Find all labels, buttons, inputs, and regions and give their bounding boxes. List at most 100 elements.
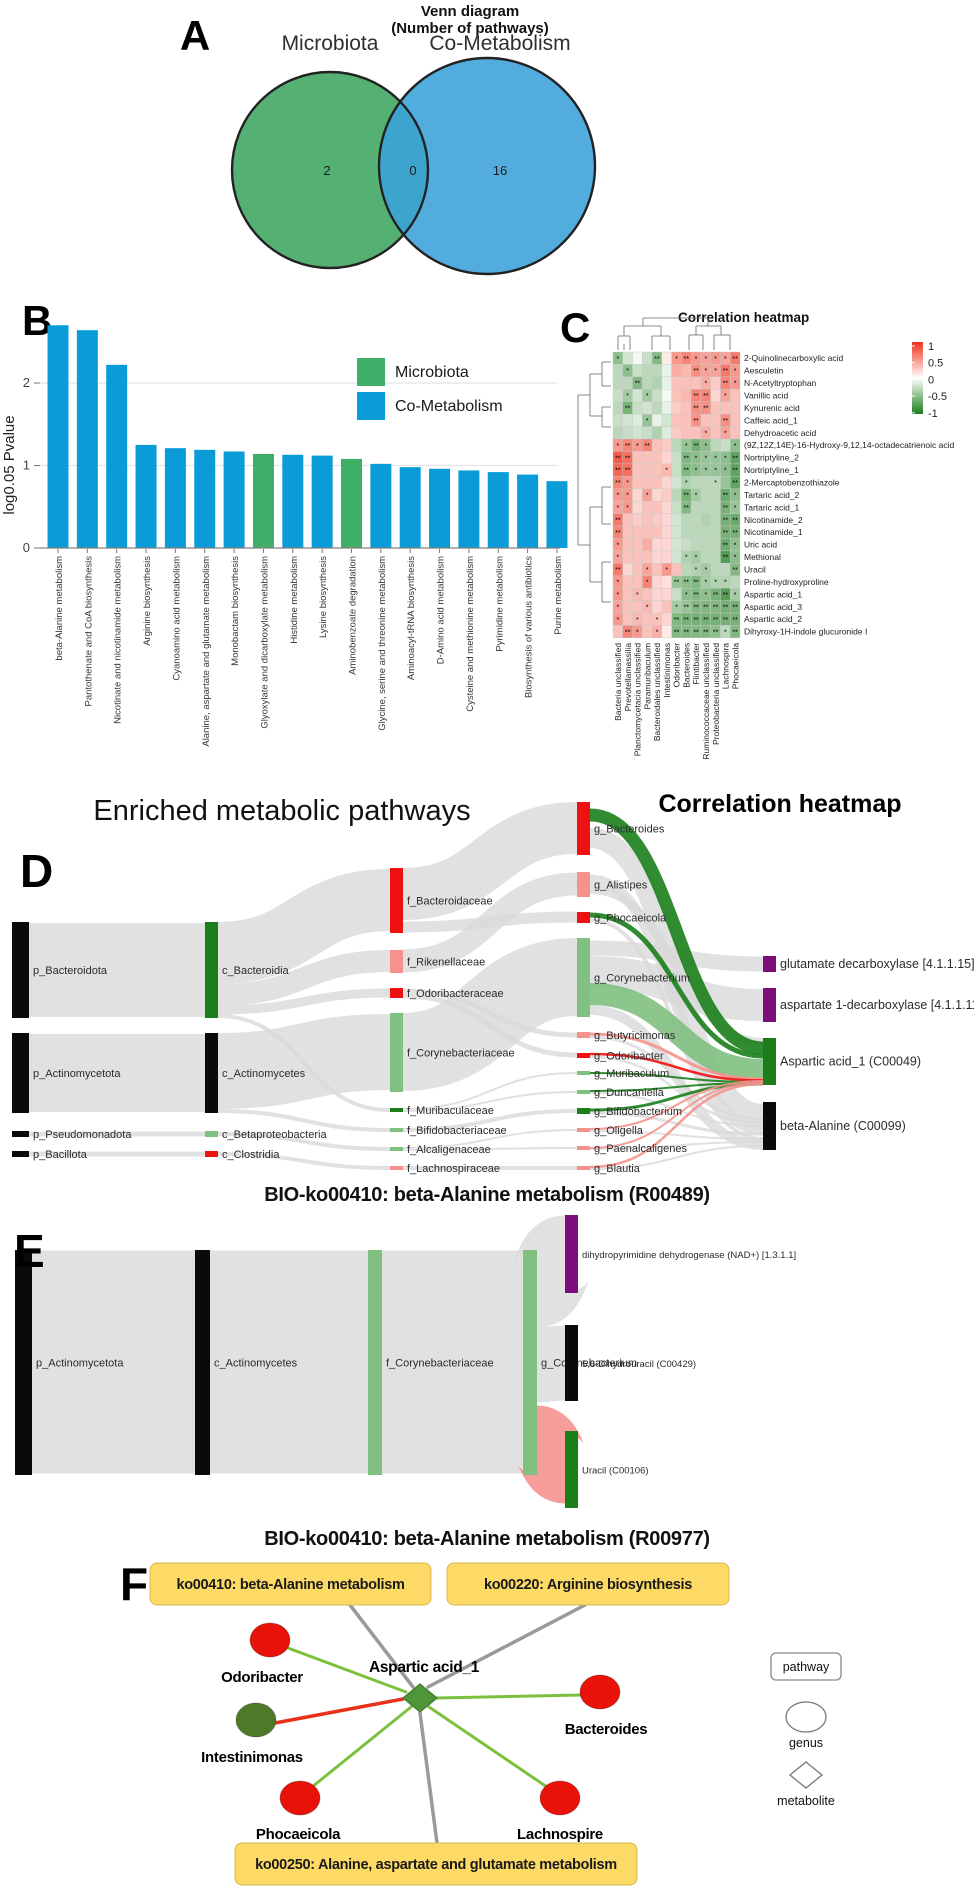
significance-stars: * bbox=[734, 368, 737, 375]
sankey-node-label: f_Odoribacteraceae bbox=[407, 988, 504, 1000]
significance-stars: * bbox=[734, 555, 737, 562]
significance-stars: * bbox=[646, 493, 649, 500]
heatmap-cell bbox=[671, 364, 682, 378]
significance-stars: ** bbox=[693, 418, 699, 425]
significance-stars: * bbox=[636, 617, 639, 624]
sankey-link bbox=[516, 1405, 586, 1504]
sankey-node-label: p_Actinomycetota bbox=[33, 1068, 121, 1080]
heatmap-cell bbox=[710, 550, 721, 564]
bar bbox=[546, 481, 568, 548]
pathway-box-label: ko00410: beta-Alanine metabolism bbox=[176, 1577, 404, 1593]
panel-b-letter: B bbox=[22, 300, 52, 344]
sankey-node bbox=[195, 1250, 210, 1475]
significance-stars: * bbox=[617, 542, 620, 549]
heatmap-cell bbox=[681, 401, 692, 415]
bar-category-label: Glyoxylate and dicarboxylate metabolism bbox=[259, 556, 270, 729]
significance-stars: ** bbox=[684, 468, 690, 475]
bar-category-label: Histidine metabolism bbox=[289, 556, 300, 644]
heatmap-cell bbox=[622, 426, 633, 440]
bar-category-label: Cysteine and methionine metabolism bbox=[465, 556, 476, 712]
significance-stars: ** bbox=[644, 443, 650, 450]
sankey-node bbox=[390, 1128, 403, 1132]
significance-stars: ** bbox=[693, 592, 699, 599]
heatmap-cell bbox=[642, 426, 653, 440]
sankey-node bbox=[205, 1151, 218, 1157]
bar-category-label: Lysine biosynthesis bbox=[318, 556, 329, 638]
sankey-link bbox=[589, 808, 764, 1055]
bar bbox=[458, 470, 480, 548]
significance-stars: ** bbox=[693, 406, 699, 413]
heatmap-cell bbox=[681, 364, 692, 378]
significance-stars: * bbox=[675, 604, 678, 611]
heatmap-col-label: Prevotellamassilia bbox=[623, 643, 633, 712]
heatmap-cell bbox=[651, 538, 663, 552]
sankey-link bbox=[589, 1111, 764, 1136]
heatmap-cell bbox=[622, 525, 633, 539]
significance-stars: * bbox=[617, 443, 620, 450]
heatmap-row-label: Nicotinamide_1 bbox=[744, 527, 803, 537]
significance-stars: * bbox=[636, 592, 639, 599]
heatmap-cell bbox=[661, 376, 672, 390]
significance-stars: * bbox=[724, 455, 727, 462]
heatmap-cell bbox=[622, 550, 633, 564]
significance-stars: * bbox=[724, 393, 727, 400]
panel-e-sankey: p_Actinomycetota c_Actinomycetes f_Coryneb… bbox=[14, 1215, 796, 1508]
sankey-node-label: g_Muribaculum bbox=[594, 1068, 669, 1080]
genus-node-label: Bacteroides bbox=[565, 1721, 648, 1738]
legend-pathway-label: pathway bbox=[783, 1660, 830, 1674]
bar bbox=[194, 449, 216, 548]
y-tick-label: 1 bbox=[23, 458, 30, 473]
sankey-node bbox=[577, 1090, 590, 1094]
sankey-link bbox=[589, 1141, 764, 1150]
sankey-node-label: glutamate decarboxylase [4.1.1.15] bbox=[780, 957, 974, 971]
significance-stars: * bbox=[626, 480, 629, 487]
significance-stars: * bbox=[724, 356, 727, 363]
sankey-node-label: f_Lachnospiraceae bbox=[407, 1163, 500, 1175]
y-axis-label: log0.05 Pvalue bbox=[1, 415, 18, 514]
bar-category-label: D-Amino acid metabolism bbox=[436, 556, 447, 664]
heatmap-cell bbox=[632, 500, 643, 514]
significance-stars: * bbox=[734, 542, 737, 549]
heatmap-cell bbox=[651, 463, 663, 477]
heatmap-cell bbox=[651, 401, 663, 415]
heatmap-cell bbox=[661, 513, 672, 527]
heatmap-cell bbox=[710, 488, 721, 502]
significance-stars: * bbox=[734, 443, 737, 450]
sankey-node-label: c_Bacteroidia bbox=[222, 965, 290, 977]
significance-stars: ** bbox=[693, 443, 699, 450]
significance-stars: * bbox=[734, 592, 737, 599]
heatmap-cell bbox=[681, 563, 692, 576]
sankey-node-label: g_Duncaniella bbox=[594, 1087, 665, 1099]
bar-category-label: Pantothenate and CoA biosynthesis bbox=[83, 556, 94, 707]
panel-f-letter: F bbox=[120, 1558, 148, 1610]
heatmap-cell bbox=[700, 500, 711, 514]
heatmap-cell bbox=[642, 401, 653, 415]
heatmap-cell bbox=[681, 389, 692, 402]
bar-category-label: Arginine biosynthesis bbox=[142, 556, 153, 646]
significance-stars: ** bbox=[615, 468, 621, 475]
significance-stars: ** bbox=[723, 592, 729, 599]
significance-stars: ** bbox=[684, 455, 690, 462]
heatmap-cell bbox=[730, 575, 741, 589]
heatmap-cell bbox=[632, 463, 643, 477]
heatmap-cell bbox=[730, 625, 741, 639]
heatmap-cell bbox=[612, 401, 623, 415]
heatmap-cell bbox=[642, 612, 653, 626]
sankey-node-label: p_Pseudomonadota bbox=[33, 1129, 132, 1141]
bar bbox=[429, 468, 451, 548]
heatmap-cell bbox=[622, 612, 633, 626]
sankey-link bbox=[589, 1082, 764, 1169]
heatmap-row-label: N-Acetyltryptophan bbox=[744, 378, 817, 388]
heatmap-row-label: Aspartic acid_3 bbox=[744, 602, 802, 612]
significance-stars: ** bbox=[615, 567, 621, 574]
significance-stars: * bbox=[704, 443, 707, 450]
heatmap-col-label: Paramuribaculum bbox=[642, 643, 652, 710]
significance-stars: ** bbox=[684, 580, 690, 587]
heatmap-cell bbox=[671, 389, 682, 402]
significance-stars: * bbox=[646, 567, 649, 574]
significance-stars: ** bbox=[723, 418, 729, 425]
significance-stars: ** bbox=[693, 617, 699, 624]
heatmap-col-label: Bacteroides bbox=[681, 643, 691, 688]
heatmap-cell bbox=[642, 463, 653, 477]
sankey-node-label: f_Bacteroidaceae bbox=[407, 896, 493, 908]
